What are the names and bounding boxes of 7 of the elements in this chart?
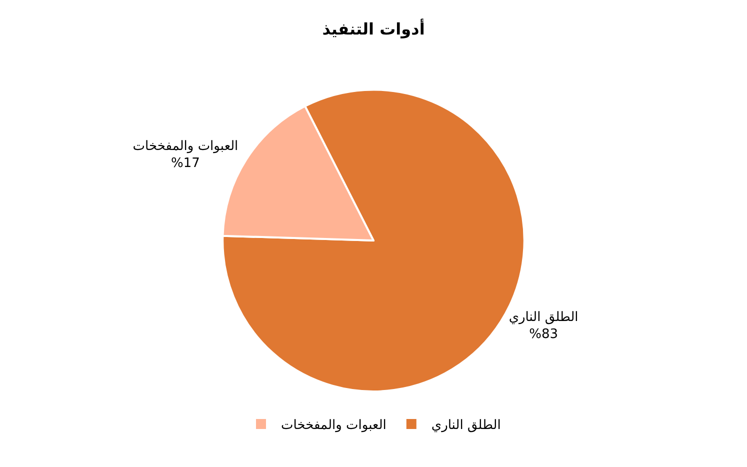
legend-label: الطلق الناري [431, 418, 501, 434]
slice-label: العبوات والمفخخات [132, 139, 238, 154]
data-label: %17 [171, 156, 200, 172]
legend-label: العبوات والمفخخات [281, 418, 386, 434]
data-label: %83 [529, 326, 558, 342]
chart-title: أدوات التنفيذ [322, 18, 425, 39]
slice-label: الطلق الناري [508, 310, 578, 326]
